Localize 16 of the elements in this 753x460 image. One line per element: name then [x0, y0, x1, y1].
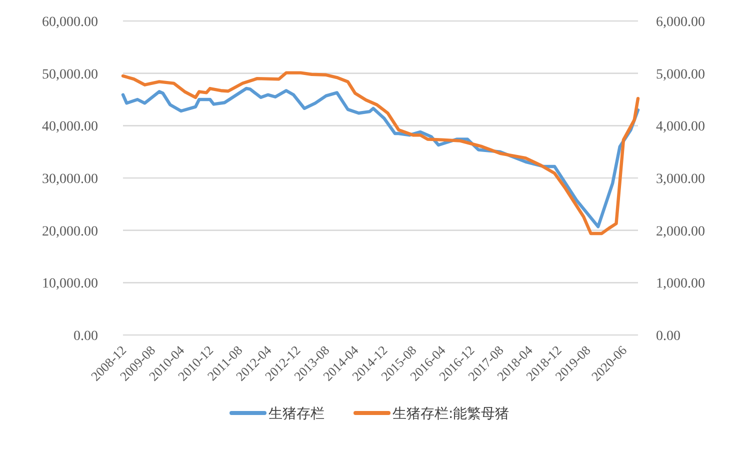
y-tick-label: 60,000.00: [42, 15, 98, 30]
y2-tick-label: 2,000.00: [656, 224, 705, 240]
y2-tick-label: 0.00: [656, 329, 680, 344]
y-tick-label: 0.00: [74, 329, 98, 344]
y2-tick-label: 1,000.00: [656, 276, 705, 292]
legend-label: 生猪存栏: [268, 406, 324, 422]
y2-tick-label: 3,000.00: [656, 172, 705, 187]
y2-tick-label: 5,000.00: [656, 67, 705, 82]
y2-tick-label: 6,000.00: [656, 15, 705, 30]
y-tick-label: 30,000.00: [42, 172, 98, 187]
y-tick-label: 50,000.00: [42, 67, 98, 82]
y-tick-label: 40,000.00: [42, 120, 98, 135]
legend-label: 生猪存栏:能繁母猪: [392, 406, 510, 422]
y2-tick-label: 4,000.00: [656, 120, 705, 135]
y-tick-label: 20,000.00: [42, 224, 98, 240]
y-tick-label: 10,000.00: [42, 276, 98, 292]
